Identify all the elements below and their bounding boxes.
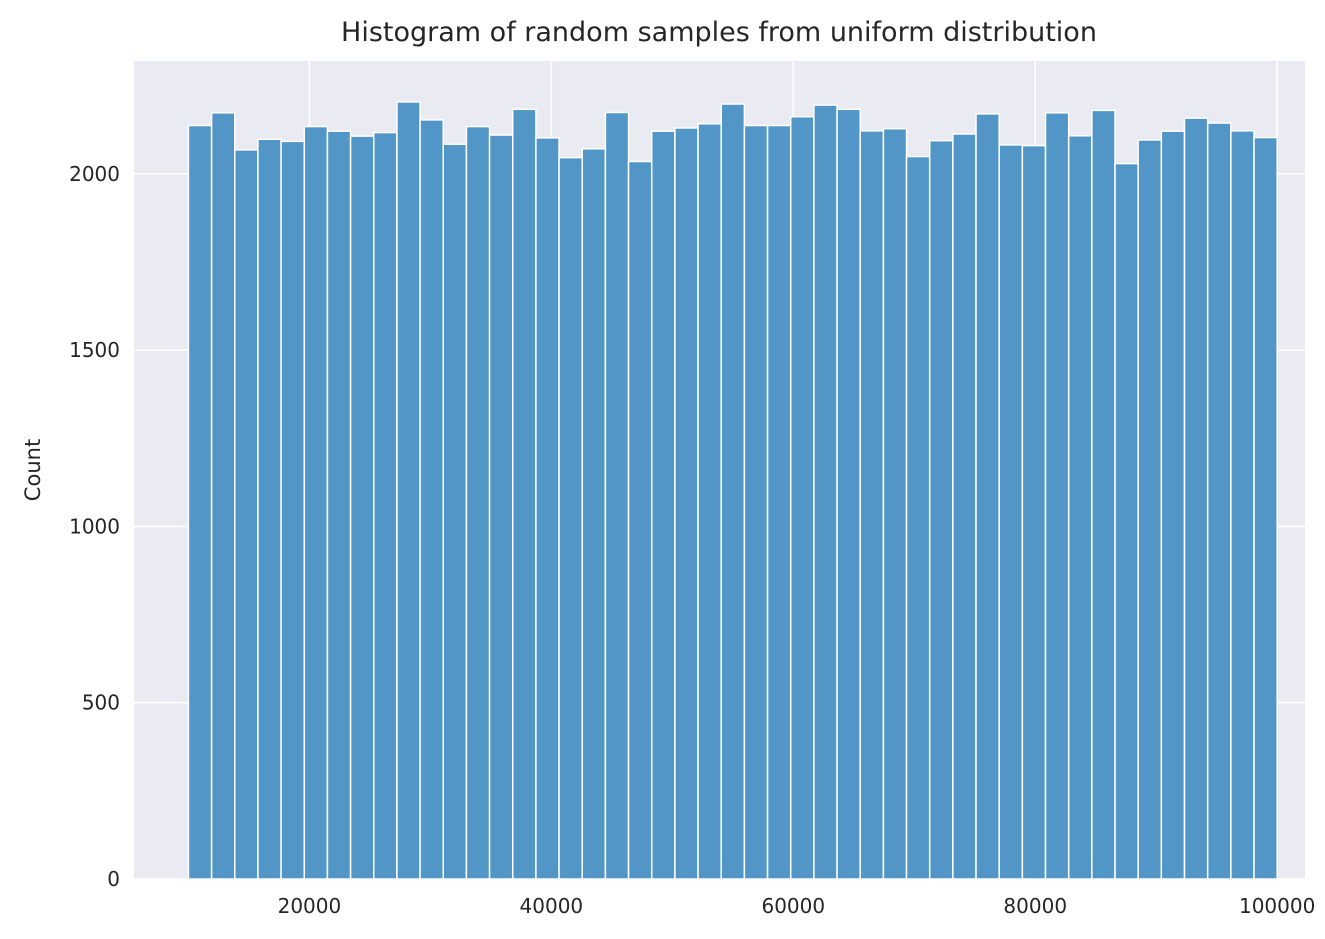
histogram-bar [766,124,792,880]
x-tick-label: 60000 [761,894,825,918]
y-axis-label: Count [21,439,45,501]
histogram-bar [836,108,861,880]
y-tick-label: 0 [107,867,120,891]
histogram-bar [859,130,885,880]
histogram-bar [882,127,908,880]
histogram-bar [581,148,607,880]
histogram-bar [1021,144,1047,880]
histogram-bar [210,112,236,880]
histogram-bar [998,144,1024,880]
histogram-bar [952,133,977,880]
histogram-bar [465,125,491,880]
x-tick-label: 20000 [278,894,342,918]
histogram-bar [303,125,329,880]
histogram-bar [558,156,583,880]
x-axis-ticks: 20000 40000 60000 80000 100000 [278,894,1316,918]
histogram-bar [813,104,838,880]
histogram-bar [604,111,630,880]
y-tick-label: 500 [82,691,120,715]
histogram-bar [627,160,653,880]
histogram-bar [1253,136,1278,880]
histogram-bar [928,139,954,880]
histogram-bar [280,140,306,880]
chart-title: Histogram of random samples from uniform… [341,17,1097,48]
histogram-bar [1044,112,1070,880]
bars [187,101,1278,880]
histogram-bar [674,127,699,880]
histogram-bar [187,124,213,880]
histogram-bar [743,124,769,880]
histogram-bar [697,123,722,880]
histogram-bar [1230,130,1255,880]
histogram-bar [349,135,375,880]
x-tick-label: 40000 [520,894,584,918]
histogram-bar [1160,130,1186,880]
histogram-bar [1114,162,1139,880]
x-tick-label: 100000 [1239,894,1315,918]
histogram-bar [905,155,931,880]
histogram-bar [1067,134,1093,880]
y-tick-label: 2000 [69,162,120,186]
histogram-bar [419,119,444,880]
y-tick-label: 1000 [69,514,120,538]
histogram-bar [1206,122,1232,880]
histogram-bar [789,115,815,880]
histogram-bar [1137,139,1163,880]
histogram-bar [373,131,398,880]
histogram-bar [234,149,259,880]
histogram-bar [257,138,282,880]
histogram-bar [326,130,352,880]
histogram-bar [396,101,421,880]
histogram-bar [1183,117,1209,880]
histogram-bar [488,134,514,880]
x-tick-label: 80000 [1003,894,1067,918]
histogram-bar [535,137,560,880]
histogram-bar [720,103,746,880]
y-tick-label: 1500 [69,338,120,362]
y-axis-ticks: 0 500 1000 1500 2000 [69,162,120,891]
histogram-bar [650,130,676,880]
histogram-bar [442,143,468,880]
histogram-bar [1091,109,1116,880]
histogram-bar [975,113,1000,880]
histogram-bar [511,108,537,880]
